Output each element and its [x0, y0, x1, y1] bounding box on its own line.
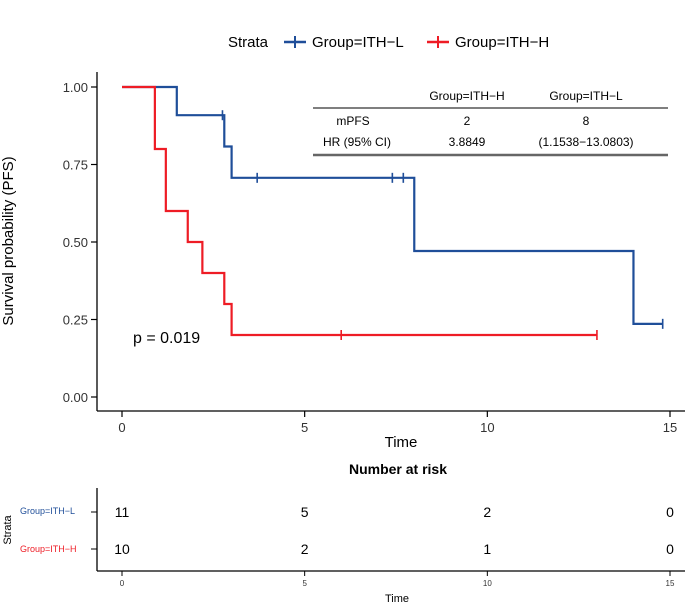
risk-count: 0 [666, 504, 674, 520]
risk-count: 2 [301, 541, 309, 557]
risk-count: 2 [483, 504, 491, 520]
risk-row-label-ith-l: Group=ITH−L [20, 506, 75, 516]
y-tick-label: 0.00 [63, 390, 88, 405]
x-axis-ticks: 0 5 10 15 [118, 411, 677, 435]
risk-x-tick-label: 0 [120, 579, 125, 588]
legend: Strata Group=ITH−L Group=ITH−H [228, 34, 549, 51]
stats-mpfs-ith-h: 2 [464, 114, 471, 128]
y-axis-ticks: 0.00 0.25 0.50 0.75 1.00 [63, 80, 97, 405]
x-tick-label: 10 [480, 420, 494, 435]
risk-counts: 11 5 2 010 2 1 0 [91, 504, 674, 557]
risk-x-tick-label: 15 [666, 579, 675, 588]
x-tick-label: 15 [663, 420, 677, 435]
risk-count: 1 [483, 541, 491, 557]
risk-x-tick-label: 5 [302, 579, 307, 588]
risk-count: 5 [301, 504, 309, 520]
risk-row-label-ith-h: Group=ITH−H [20, 544, 77, 554]
risk-table: Number at risk Strata Group=ITH−L Group=… [2, 461, 685, 605]
survival-curves [122, 85, 664, 340]
legend-label-ith-l: Group=ITH−L [312, 34, 404, 51]
risk-x-tick-label: 10 [483, 579, 492, 588]
x-tick-label: 5 [301, 420, 308, 435]
p-value-annotation: p = 0.019 [133, 330, 200, 347]
survival-curve-ith-l [122, 85, 663, 325]
risk-x-axis-label: Time [385, 593, 409, 605]
stats-row-label-mpfs: mPFS [336, 114, 369, 128]
y-tick-label: 0.75 [63, 158, 88, 173]
survival-curve-ith-h [122, 85, 597, 337]
legend-title: Strata [228, 34, 269, 51]
stats-header-ith-l: Group=ITH−L [549, 89, 623, 103]
stats-header-ith-h: Group=ITH−H [429, 89, 504, 103]
y-tick-label: 0.50 [63, 235, 88, 250]
y-tick-label: 0.25 [63, 313, 88, 328]
stats-hr-value: 3.8849 [449, 135, 486, 149]
legend-label-ith-h: Group=ITH−H [455, 34, 549, 51]
y-tick-label: 1.00 [63, 80, 88, 95]
y-axis-label: Survival probability (PFS) [0, 156, 17, 325]
main-axes: 0.00 0.25 0.50 0.75 1.00 0 5 10 15 Time Surviva… [0, 72, 685, 451]
stats-row-label-hr: HR (95% CI) [323, 135, 391, 149]
risk-strata-label: Strata [2, 514, 14, 544]
risk-x-ticks: 0 5 10 15 [120, 571, 675, 588]
stats-mpfs-ith-l: 8 [583, 114, 590, 128]
x-axis-label: Time [385, 434, 418, 451]
x-tick-label: 0 [118, 420, 125, 435]
stats-hr-ci: (1.1538−13.0803) [538, 135, 633, 149]
stats-table: Group=ITH−H Group=ITH−L mPFS 2 8 HR (95%… [313, 89, 668, 157]
risk-count: 0 [666, 541, 674, 557]
risk-count: 11 [115, 504, 130, 520]
risk-table-title: Number at risk [349, 461, 447, 477]
risk-count: 10 [114, 541, 130, 557]
